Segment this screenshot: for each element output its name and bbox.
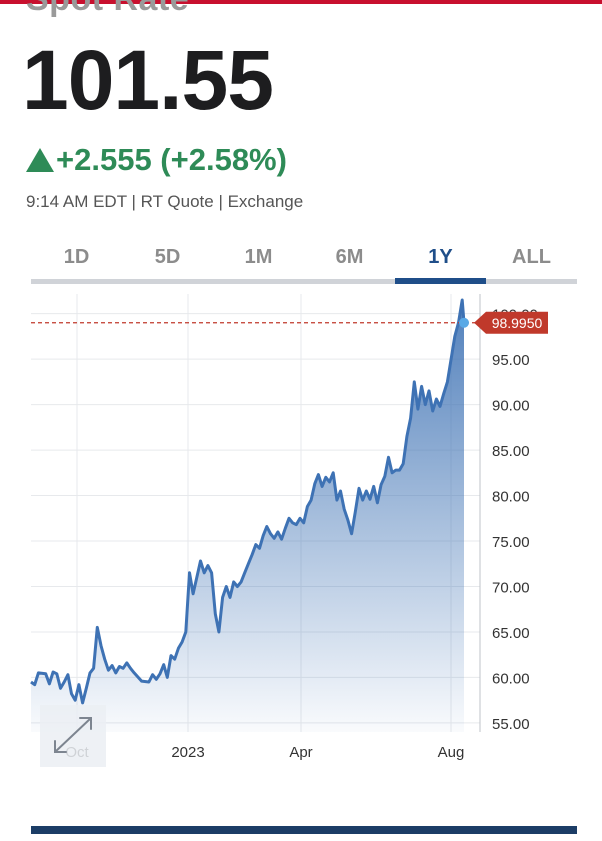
price-chart: 55.00 60.00 65.00 70.00 75.00 80.00 85.00 90.00… — [30, 294, 548, 761]
expand-chart-button[interactable] — [40, 705, 106, 767]
tab-1y[interactable]: 1Y — [428, 246, 453, 268]
reference-tag-label: 98.9950 — [492, 315, 543, 331]
y-tick-label: 65.00 — [492, 625, 530, 642]
y-tick-label: 55.00 — [492, 716, 530, 733]
y-tick-label: 80.00 — [492, 489, 530, 506]
price-change-text: +2.555 (+2.58%) — [56, 142, 287, 177]
y-tick-label: 70.00 — [492, 579, 530, 596]
range-tabs: 1D 5D 1M 6M 1Y ALL — [31, 238, 577, 286]
quote-meta: 9:14 AM EDT | RT Quote | Exchange — [26, 192, 304, 211]
expand-arrows-icon — [54, 717, 92, 753]
y-tick-label: 85.00 — [492, 443, 530, 460]
active-tab-indicator — [395, 278, 486, 284]
y-tick-label: 90.00 — [492, 398, 530, 415]
reference-value-tag: 98.9950 — [474, 311, 548, 334]
x-tick-label: 2023 — [171, 744, 204, 761]
x-tick-label: Aug — [438, 744, 465, 761]
y-tick-label: 95.00 — [492, 352, 530, 369]
price-area-fill — [31, 300, 464, 732]
price-line — [30, 298, 466, 705]
reference-tag-shape — [474, 311, 548, 334]
section-title: Spot Rate — [26, 0, 189, 19]
price-change: +2.555 (+2.58%) — [26, 142, 287, 178]
bottom-bar — [31, 826, 577, 834]
price-value: 101.55 — [22, 33, 274, 127]
latest-point-marker — [459, 317, 469, 328]
y-tick-label: 75.00 — [492, 534, 530, 551]
y-tick-label: 60.00 — [492, 670, 530, 687]
tab-5d[interactable]: 5D — [154, 246, 181, 268]
up-triangle-icon — [26, 148, 54, 172]
tab-rail — [31, 279, 577, 284]
tab-all[interactable]: ALL — [512, 246, 551, 268]
y-axis-labels: 55.00 60.00 65.00 70.00 75.00 80.00 85.00 90.00… — [492, 307, 538, 733]
tab-1m[interactable]: 1M — [244, 246, 273, 268]
x-tick-label: Apr — [289, 744, 312, 761]
x-axis-labels: Oct2023AprAug — [65, 744, 464, 761]
top-accent-bar — [0, 0, 602, 4]
tab-1d[interactable]: 1D — [63, 246, 90, 268]
tab-6m[interactable]: 6M — [335, 246, 364, 268]
